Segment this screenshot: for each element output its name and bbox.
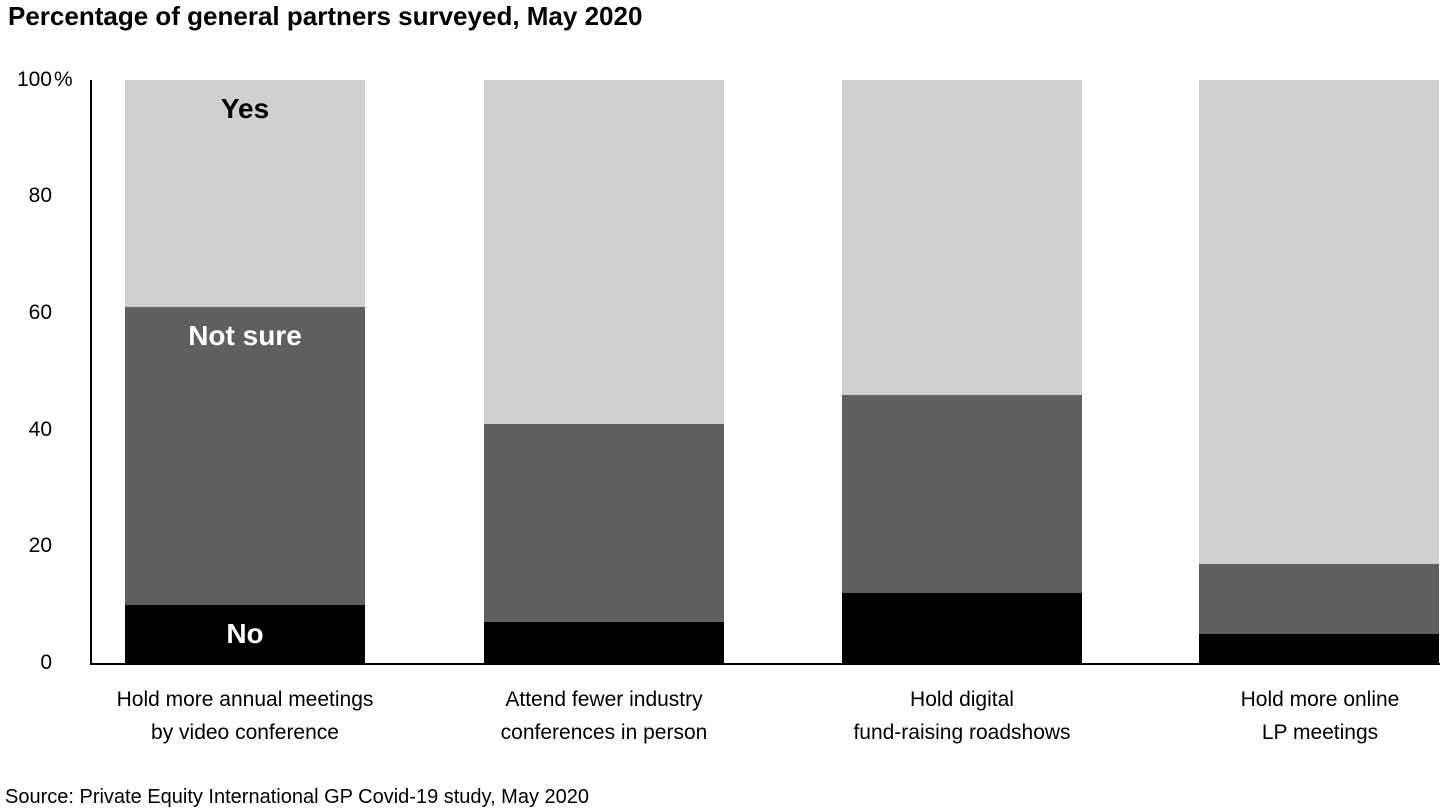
bar-industry-conferences <box>484 80 724 663</box>
no-series-label: No <box>226 617 264 649</box>
plot-area: Yes Not sure No <box>90 80 1440 665</box>
segment-not-sure: Not sure <box>125 307 365 605</box>
segment-not-sure <box>842 394 1082 594</box>
yes-series-label: Yes <box>220 93 270 124</box>
source-note: Source: Private Equity International GP … <box>5 786 590 808</box>
segment-yes <box>1199 80 1439 564</box>
y-axis-tick-0: 0 <box>40 651 52 674</box>
y-axis-tick-40: 40 <box>28 418 52 441</box>
y-axis-tick-100-number: 100 <box>16 68 52 91</box>
bar-video-conference: Yes Not sure No <box>125 80 365 663</box>
y-axis-tick-60: 60 <box>28 301 52 324</box>
segment-yes <box>484 80 724 424</box>
y-axis-tick-100: 100% <box>0 67 73 93</box>
segment-not-sure <box>484 423 724 623</box>
category-label-digital-roadshows: Hold digital fund-raising roadshows <box>853 688 1071 744</box>
segment-yes <box>842 80 1082 395</box>
category-label-video-conference: Hold more annual meetings by video confe… <box>116 688 374 744</box>
page-title: Percentage of general partners surveyed,… <box>8 1 643 31</box>
category-label-industry-conferences: Attend fewer industry conferences in per… <box>500 688 708 744</box>
category-label-online-lp-meetings: Hold more online LP meetings <box>1240 688 1400 744</box>
segment-no <box>842 593 1082 663</box>
segment-no <box>1199 633 1439 663</box>
segment-not-sure <box>1199 563 1439 634</box>
y-axis-tick-20: 20 <box>28 534 52 557</box>
not-sure-series-label: Not sure <box>188 320 302 352</box>
percent-sign: % <box>54 68 73 91</box>
segment-no <box>484 622 724 663</box>
bar-digital-roadshows <box>842 80 1082 663</box>
segment-no: No <box>125 604 365 663</box>
bar-online-lp-meetings <box>1199 80 1439 663</box>
y-axis-tick-80: 80 <box>28 184 52 207</box>
segment-yes: Yes <box>125 80 365 308</box>
